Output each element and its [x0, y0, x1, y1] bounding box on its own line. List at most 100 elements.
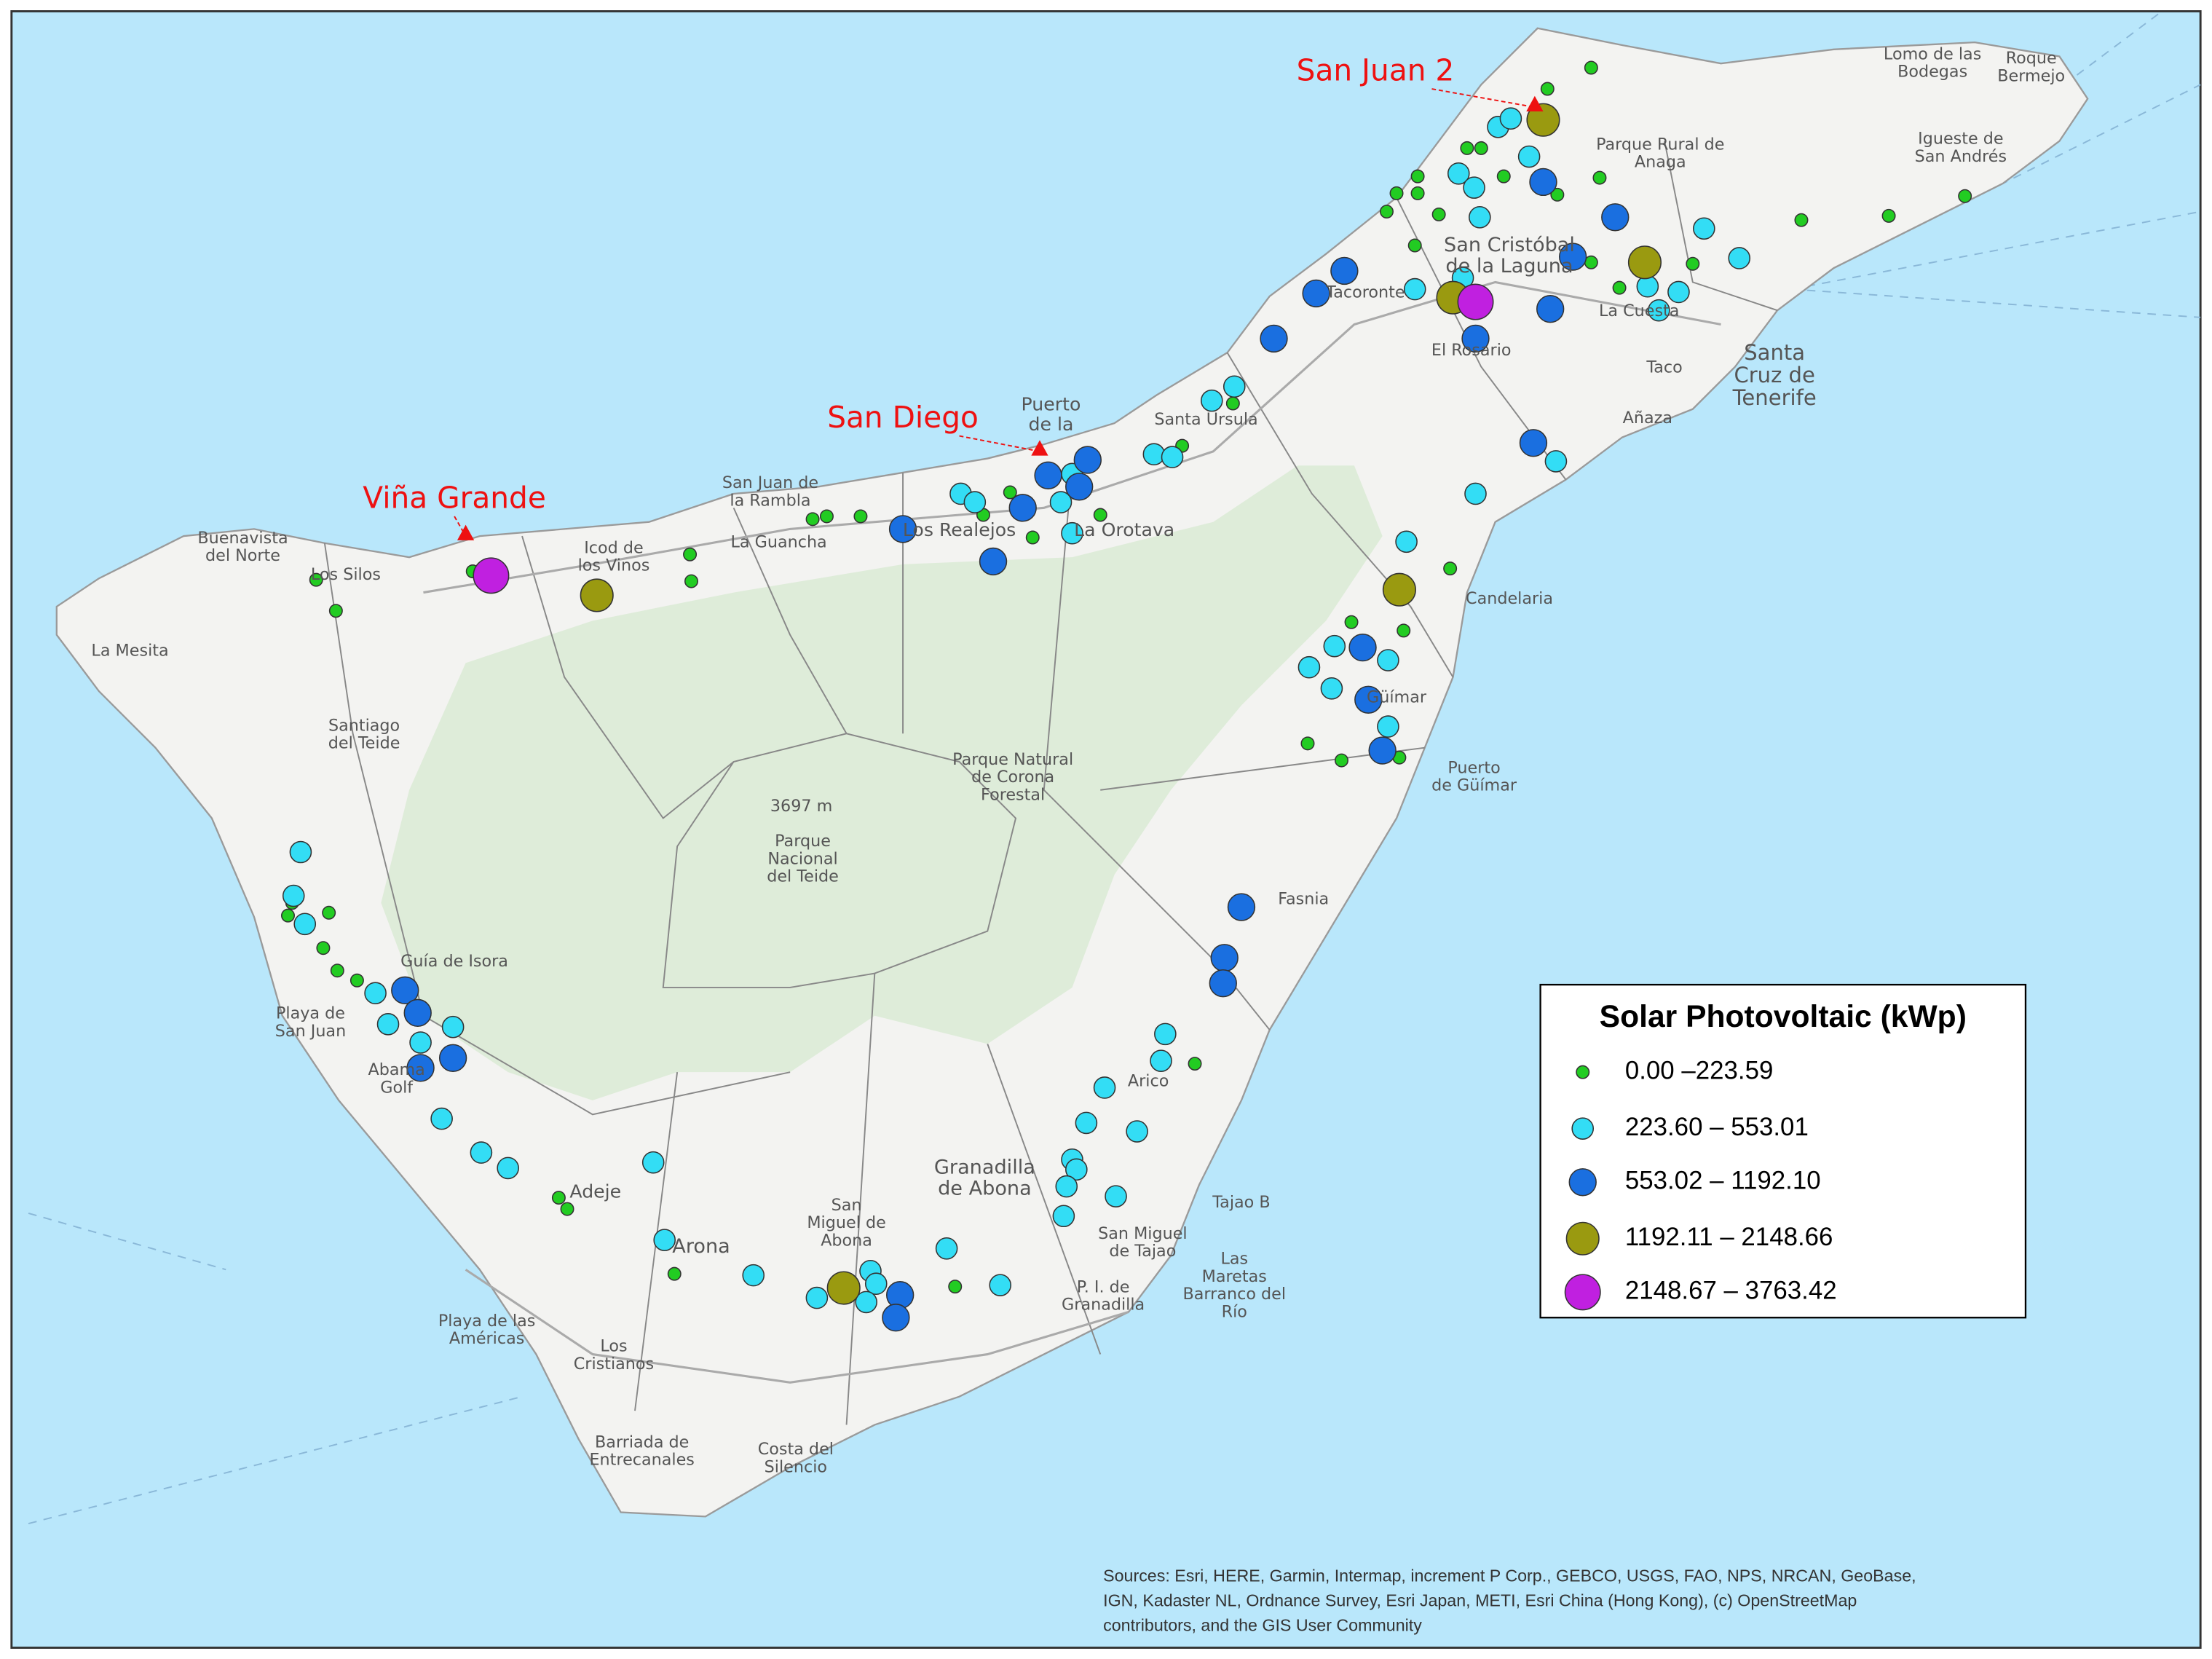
pv-site — [1463, 176, 1485, 199]
place-label: de Corona — [971, 768, 1054, 787]
source-credit: IGN, Kadaster NL, Ordnance Survey, Esri … — [1103, 1591, 1857, 1609]
place-label: Silencio — [765, 1457, 827, 1476]
pv-site — [1958, 189, 1972, 203]
pv-site — [1686, 256, 1700, 271]
place-label: 3697 m — [770, 797, 832, 816]
pv-site — [1519, 429, 1548, 457]
place-label: Tacoronte — [1325, 283, 1405, 302]
pv-site — [580, 578, 614, 612]
pv-site — [289, 840, 312, 864]
pv-site — [979, 547, 1008, 576]
place-label: La Mesita — [91, 642, 168, 661]
legend-symbol — [1571, 1117, 1595, 1140]
place-label: los Vinos — [578, 556, 650, 575]
place-label: San Miguel — [1098, 1224, 1188, 1243]
place-label: La Guancha — [730, 533, 826, 552]
place-label: Taco — [1646, 358, 1682, 377]
place-label: Los Silos — [311, 565, 381, 584]
pv-site — [1648, 299, 1670, 322]
place-label: Forestal — [981, 785, 1045, 804]
pv-site — [430, 1107, 453, 1130]
pv-site — [1469, 206, 1491, 229]
pv-site — [1410, 186, 1425, 200]
pv-site — [1601, 203, 1630, 232]
pv-site — [641, 1151, 665, 1174]
pv-site — [560, 1202, 574, 1216]
place-label: Santa — [1744, 340, 1805, 365]
pv-site — [1395, 530, 1418, 553]
place-label: Bermejo — [1997, 66, 2065, 85]
legend-symbol — [1564, 1274, 1601, 1311]
pv-site — [1464, 482, 1487, 505]
site-annotation: San Juan 2 — [1297, 52, 1455, 87]
legend-label: 553.02 – 1192.10 — [1625, 1166, 1821, 1194]
site-annotation: Viña Grande — [363, 480, 546, 515]
pv-site — [1447, 162, 1470, 185]
pv-site — [1222, 375, 1246, 398]
pv-site — [1073, 446, 1102, 474]
pv-site — [948, 1280, 963, 1294]
pv-site — [1550, 187, 1565, 202]
pv-site — [1154, 1022, 1177, 1046]
place-label: Los Realejos — [903, 519, 1016, 540]
pv-site — [1320, 677, 1343, 700]
place-label: Buenavista — [197, 529, 288, 548]
pv-site — [438, 1044, 467, 1072]
shipping-lanes — [28, 13, 2201, 1524]
pv-site — [1584, 60, 1598, 75]
pv-site — [1344, 615, 1359, 629]
legend-symbol — [1568, 1168, 1597, 1197]
pv-site — [1377, 715, 1399, 738]
pv-site — [1693, 217, 1715, 240]
pv-site — [1200, 389, 1223, 412]
pv-site — [1300, 736, 1315, 751]
pv-site — [1403, 277, 1426, 301]
place-label: Santiago — [328, 716, 400, 735]
plant-marker — [1526, 95, 1544, 112]
pv-site — [330, 964, 344, 978]
pv-site — [1627, 245, 1662, 280]
place-label: Igueste de — [1918, 130, 2003, 149]
pv-site — [1540, 82, 1555, 96]
pv-site — [409, 1031, 432, 1054]
place-label: de Güímar — [1431, 776, 1517, 795]
place-label: San Cristóbal — [1444, 234, 1575, 256]
pv-site — [1061, 521, 1083, 545]
place-label: Lomo de las — [1884, 44, 1981, 63]
place-label: Miguel de — [807, 1213, 885, 1232]
pv-site — [282, 884, 305, 907]
pv-site — [309, 572, 323, 587]
pv-site — [1536, 295, 1565, 323]
pv-site — [406, 1054, 435, 1082]
pv-site — [935, 1237, 958, 1260]
place-label: San Juan — [275, 1022, 346, 1041]
pv-site — [1075, 1111, 1098, 1135]
place-label: Roque — [2006, 49, 2057, 68]
place-label: Guía de Isora — [400, 952, 508, 971]
protected-area — [381, 465, 1383, 1100]
pv-site — [1003, 485, 1017, 500]
place-label: del Teide — [767, 867, 839, 886]
place-label: Tajao B — [1212, 1193, 1270, 1212]
pv-site — [1377, 649, 1399, 671]
pv-site — [1457, 283, 1494, 320]
place-label: Barranco del — [1182, 1285, 1286, 1304]
pv-site — [1636, 275, 1659, 298]
pv-site — [1354, 685, 1383, 714]
pv-site — [1794, 213, 1809, 227]
plant-marker — [1031, 440, 1048, 456]
pv-site — [1260, 324, 1288, 353]
pv-site — [1065, 1158, 1088, 1181]
pv-site — [1544, 450, 1568, 473]
place-label: Santa Ursula — [1154, 410, 1257, 429]
pv-site — [1034, 461, 1062, 489]
pv-site — [864, 1272, 888, 1296]
pv-site — [281, 908, 295, 923]
place-label: de Tajao — [1109, 1242, 1176, 1261]
place-label: Granadilla — [1062, 1296, 1145, 1315]
pv-site — [1410, 169, 1425, 184]
place-label: Cruz de — [1734, 363, 1814, 387]
place-label: de la — [1029, 414, 1074, 435]
pv-site — [853, 509, 868, 524]
